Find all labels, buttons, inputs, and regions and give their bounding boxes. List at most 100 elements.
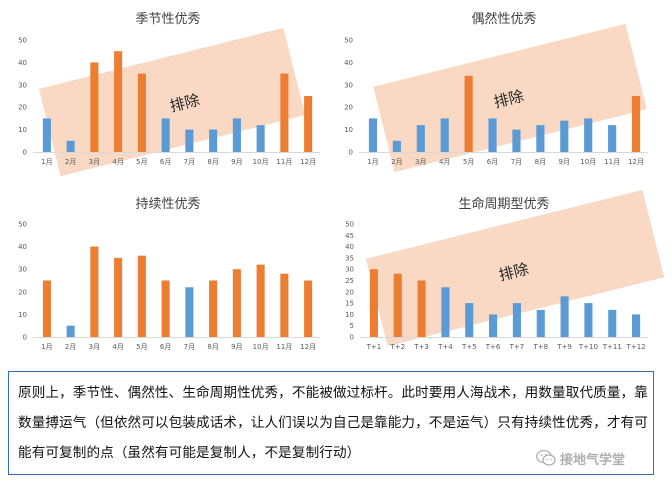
x-tick-label: 7月 [511,158,522,166]
y-tick-label: 50 [345,221,354,229]
bar-2月 [66,325,75,337]
bar-4月 [114,51,123,153]
x-tick-label: 4月 [112,343,123,351]
wechat-icon [536,449,556,466]
bar-8月 [536,125,545,152]
x-tick-label: 6月 [160,158,171,166]
x-tick-label: T+3 [413,343,429,351]
y-tick-label: 5 [350,322,354,330]
x-tick-label: 11月 [604,158,620,166]
bar-10月 [256,264,265,337]
bar-10月 [584,118,593,152]
chart-occasional: 偶然性优秀 0 10 20 30 40 50 1月 2月 3月 4月 5月 6月 7月 8月 9月 10月 11… [336,0,672,185]
bar-11月 [608,125,617,152]
bar-7月 [512,129,521,152]
bar-T+4 [441,287,450,337]
y-tick-label: 40 [18,59,27,67]
bar-5月 [137,255,146,337]
x-tick-label: 12月 [300,343,316,351]
bar-6月 [161,280,170,337]
y-tick-label: 30 [18,81,27,89]
x-tick-label: T+1 [366,343,382,351]
chart-title: 季节性优秀 [135,12,201,27]
bar-7月 [185,129,194,152]
x-tick-label: 2月 [391,158,402,166]
y-tick-label: 15 [345,300,354,308]
bar-5月 [464,75,473,152]
x-tick-label: 5月 [136,343,147,351]
bar-10月 [256,125,265,152]
bar-6月 [488,118,497,152]
y-tick-label: 10 [18,311,27,319]
x-tick-label: 10月 [253,158,269,166]
x-tick-label: 3月 [89,343,100,351]
x-tick-label: T+7 [509,343,525,351]
y-tick-label: 10 [345,311,354,319]
x-tick-label: 1月 [367,158,378,166]
y-tick-label: 40 [344,59,353,67]
bar-T+6 [489,314,498,337]
y-tick-label: 0 [23,149,27,157]
bar-11月 [280,273,289,337]
bar-3月 [90,62,99,152]
bar-9月 [232,118,241,152]
caption-text: 原则上，季节性、偶然性、生命周期性优秀，不能被做过标杆。此时要用人海战术，用数量… [18,385,648,461]
chart-sustained: 持续性优秀 0 10 20 30 40 50 1月 2月 3月 4月 5月 6月 7月 8月 9月 10月 11… [0,185,336,370]
caption-box: 原则上，季节性、偶然性、生命周期性优秀，不能被做过标杆。此时要用人海战术，用数量… [8,371,654,475]
x-tick-label: 9月 [231,158,242,166]
x-tick-label: T+12 [626,343,646,351]
x-tick-label: T+2 [389,343,405,351]
bar-4月 [114,257,123,337]
bar-T+5 [465,303,474,337]
y-tick-label: 40 [345,243,354,251]
x-tick-label: 5月 [136,158,147,166]
y-tick-label: 50 [344,37,353,45]
x-tick-label: 12月 [300,158,316,166]
x-tick-label: 7月 [184,158,195,166]
bar-6月 [161,118,170,152]
x-tick-label: 11月 [276,343,292,351]
y-tick-label: 25 [345,277,354,285]
bar-T+11 [608,309,617,337]
y-tick-label: 30 [344,81,353,89]
bar-9月 [232,269,241,337]
bar-T+10 [584,303,593,337]
x-tick-label: T+9 [556,343,572,351]
x-tick-label: 4月 [439,158,450,166]
bar-T+12 [632,314,641,337]
y-tick-label: 40 [18,243,27,251]
x-tick-label: 8月 [207,343,218,351]
y-tick-label: 45 [345,232,354,240]
bar-T+9 [560,296,569,337]
x-tick-label: T+5 [461,343,477,351]
chart-sustained-plot: 0 10 20 30 40 50 1月 2月 3月 4月 5月 6月 7月 8月 9月 10月 11月 12月 [18,221,320,351]
bar-9月 [560,120,569,152]
x-tick-label: 4月 [112,158,123,166]
x-tick-label: 9月 [231,343,242,351]
chart-title: 持续性优秀 [135,197,201,212]
watermark-text: 接地气学堂 [560,452,626,468]
y-tick-label: 20 [345,288,354,296]
bar-11月 [280,73,289,152]
bar-T+1 [369,269,378,337]
bar-12月 [304,96,313,152]
chart-lifecycle: 生命周期型优秀 0 5 10 15 20 25 30 35 40 45 50 T+1 T+2 T+3 T+4… [336,185,672,370]
x-tick-label: T+8 [532,343,548,351]
y-tick-label: 0 [23,334,27,342]
y-tick-label: 50 [18,221,27,229]
x-tick-label: 11月 [276,158,292,166]
x-tick-label: T+6 [485,343,501,351]
y-tick-label: 20 [344,104,353,112]
y-tick-label: 0 [350,334,354,342]
x-tick-label: T+11 [602,343,622,351]
x-tick-label: 8月 [535,158,546,166]
x-tick-label: 2月 [65,343,76,351]
bar-T+2 [393,273,402,337]
x-tick-label: 2月 [65,158,76,166]
x-tick-label: 12月 [628,158,644,166]
bar-8月 [209,280,218,337]
y-tick-label: 10 [18,126,27,134]
x-tick-label: 7月 [184,343,195,351]
